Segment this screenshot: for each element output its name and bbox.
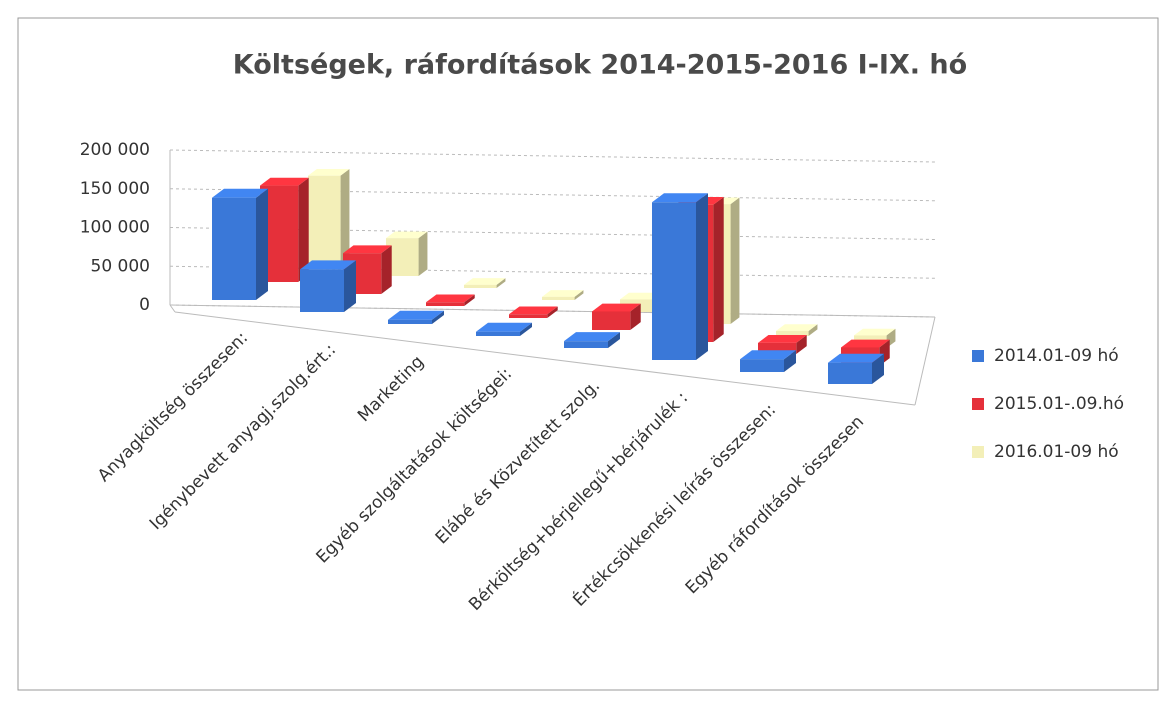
bar-side (344, 260, 356, 312)
bar (388, 319, 432, 324)
bar-top (620, 292, 662, 300)
y-tick-label: 0 (139, 295, 150, 315)
bar-top (564, 332, 620, 342)
bar-side (696, 193, 708, 360)
bar (308, 175, 341, 264)
bar-top (652, 193, 708, 203)
bar-top (841, 339, 890, 348)
legend-label: 2014.01-09 hó (994, 346, 1119, 366)
bar-top (212, 188, 268, 198)
bar-top (464, 278, 506, 285)
y-tick-label: 50 000 (91, 256, 150, 276)
chart-frame (17, 17, 1159, 691)
bar-top (260, 177, 309, 186)
legend-swatch (972, 446, 984, 458)
bar (592, 311, 631, 330)
legend-swatch (972, 350, 984, 362)
y-tick-label: 100 000 (80, 218, 150, 238)
bar-side (872, 353, 884, 384)
bar-side (713, 196, 724, 342)
bar-side (630, 303, 641, 330)
bar (300, 269, 344, 312)
bar (509, 314, 548, 318)
bar (758, 342, 797, 354)
floor-edge (914, 316, 936, 406)
bar-side (298, 177, 309, 282)
bar-side (730, 197, 740, 324)
bar-top (426, 294, 475, 303)
bar-top (388, 310, 444, 320)
bar-side (418, 231, 428, 276)
bar (464, 284, 497, 288)
bar-side (574, 290, 584, 300)
chart-title: Költségek, ráfordítások 2014-2015-2016 I… (233, 50, 967, 81)
bar-top (542, 290, 584, 297)
bar-side (256, 188, 268, 300)
bar-top (476, 322, 532, 332)
legend-swatch (972, 398, 984, 410)
bar-top (300, 260, 356, 270)
bar-top (828, 353, 884, 363)
bar (652, 202, 696, 360)
bar-side (340, 169, 350, 264)
bar (740, 359, 784, 372)
y-tick-label: 150 000 (80, 179, 150, 199)
y-tick-label: 200 000 (80, 140, 150, 160)
bar-top (343, 245, 392, 254)
bar (476, 331, 520, 336)
grid-line (169, 149, 936, 163)
bar (776, 330, 809, 336)
floor-edge (169, 304, 176, 313)
bar-side (784, 350, 796, 372)
bar-top (592, 303, 641, 312)
bar-top (854, 328, 896, 336)
bar-side (432, 310, 444, 324)
floor-edge (174, 311, 916, 406)
bar-side (608, 332, 620, 348)
legend-label: 2015.01-.09.hó (994, 394, 1124, 414)
bar-side (547, 306, 558, 318)
bar (212, 197, 256, 300)
bar-top (308, 169, 350, 176)
bar (564, 341, 608, 348)
bar (828, 362, 872, 384)
bar-side (796, 335, 807, 354)
legend-label: 2016.01-09 hó (994, 442, 1119, 462)
bar-side (381, 245, 392, 294)
bar-side (808, 324, 818, 336)
bar-top (776, 324, 818, 331)
bar-top (740, 350, 796, 360)
bar-side (496, 278, 506, 288)
bar (542, 296, 575, 300)
bar-top (386, 231, 428, 239)
bar-side (520, 322, 532, 336)
bar (426, 302, 465, 306)
bar-side (464, 294, 475, 306)
bar-top (509, 306, 558, 315)
bar-top (758, 335, 807, 343)
